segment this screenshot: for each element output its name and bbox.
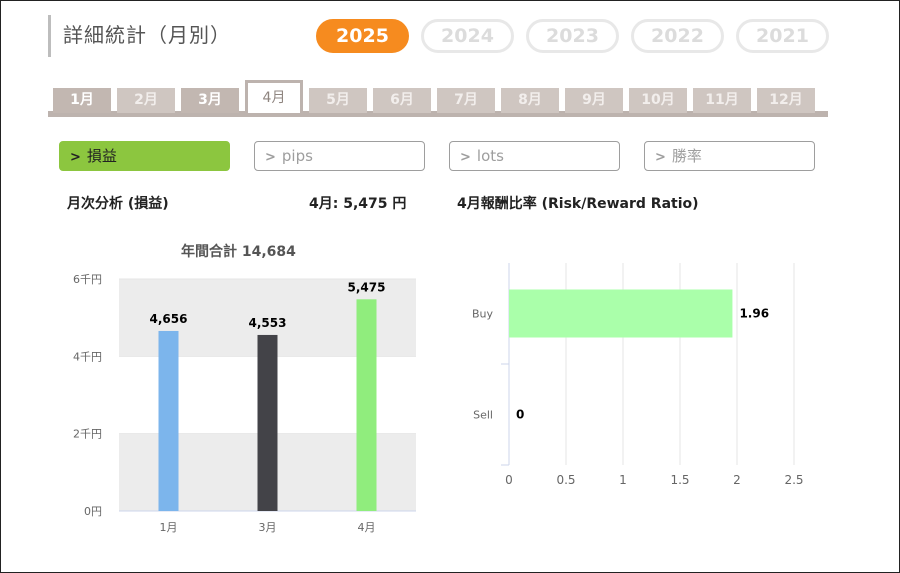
chevron-right-icon: > [265,150,276,165]
x-tick-label: 3月 [259,521,277,534]
month-tab-1[interactable]: 1月 [53,88,111,113]
month-tab-11[interactable]: 11月 [693,88,751,113]
risk-reward-caption: 4月報酬比率 (Risk/Reward Ratio) [457,196,699,212]
x-tick-label: 1月 [160,521,178,534]
month-tab-5[interactable]: 5月 [309,88,367,113]
x-tick-label: 0.5 [556,473,575,487]
monthly-analysis-caption: 月次分析 (損益) [67,196,169,212]
category-label: Buy [472,308,494,321]
monthly-profit-chart: 0円 2千円 4千円 6千円 4,656 1月 4,553 3月 5,475 4月 [73,273,416,534]
filter-label: pips [281,147,313,165]
rr-bar-buy[interactable] [509,289,733,338]
year-total-label: 年間合計 14,684 [181,244,296,260]
y-tick-label: 0円 [84,505,102,518]
filter-button-0[interactable]: > 損益 [59,141,230,171]
y-tick-label: 4千円 [73,350,102,363]
month-tab-2[interactable]: 2月 [117,88,175,113]
month-tab-3[interactable]: 3月 [181,88,239,113]
month-tab-6[interactable]: 6月 [373,88,431,113]
year-tab-2024[interactable]: 2024 [421,19,514,53]
filter-label: lots [476,147,504,165]
x-tick-label: 1 [619,473,627,487]
selected-month-value: 4月: 5,475 円 [309,196,407,212]
month-tab-8[interactable]: 8月 [501,88,559,113]
month-tab-9[interactable]: 9月 [565,88,623,113]
title-block: 詳細統計（月別） [48,15,231,57]
filter-button-2[interactable]: > lots [449,141,620,171]
month-tab-7[interactable]: 7月 [437,88,495,113]
bar-3[interactable] [356,299,377,511]
month-tab-4[interactable]: 4月 [245,80,303,113]
x-tick-label: 0 [505,473,513,487]
filter-label: 勝率 [671,147,702,165]
month-tab-underline [48,111,828,117]
x-tick-label: 2 [733,473,741,487]
year-tab-2022[interactable]: 2022 [631,19,724,53]
bar-1[interactable] [158,330,179,511]
y-tick-label: 6千円 [73,273,102,286]
year-tab-2025[interactable]: 2025 [316,19,409,53]
bar-value-label: 5,475 [348,280,386,294]
metric-filters: > 損益 > pips > lots > 勝率 [59,141,815,171]
year-selector: 2025 2024 2023 2022 2021 [316,19,829,53]
filter-button-3[interactable]: > 勝率 [644,141,815,171]
year-tab-2021[interactable]: 2021 [736,19,829,53]
rr-value-label: 0 [516,408,524,422]
x-tick-label: 1.5 [670,473,689,487]
x-tick-label: 4月 [358,521,376,534]
month-tabs: 1月 2月 3月 4月 5月 6月 7月 8月 9月 10月 11月 12月 [53,80,815,113]
bar-2[interactable] [257,334,278,511]
filter-button-1[interactable]: > pips [254,141,425,171]
chevron-right-icon: > [70,150,81,165]
category-label: Sell [473,409,493,422]
risk-reward-chart: 0 0.5 1 1.5 2 2.5 Buy 1.96 Sell 0 [472,263,804,487]
filter-label: 損益 [86,147,117,165]
month-tab-12[interactable]: 12月 [757,88,815,113]
bar-value-label: 4,656 [150,312,188,326]
bar-value-label: 4,553 [249,316,287,330]
rr-value-label: 1.96 [739,307,769,321]
chevron-right-icon: > [655,150,666,165]
y-tick-label: 2千円 [73,428,102,441]
year-tab-2023[interactable]: 2023 [526,19,619,53]
month-tab-10[interactable]: 10月 [629,88,687,113]
page-title: 詳細統計（月別） [63,23,231,47]
x-tick-label: 2.5 [784,473,803,487]
chevron-right-icon: > [460,150,471,165]
